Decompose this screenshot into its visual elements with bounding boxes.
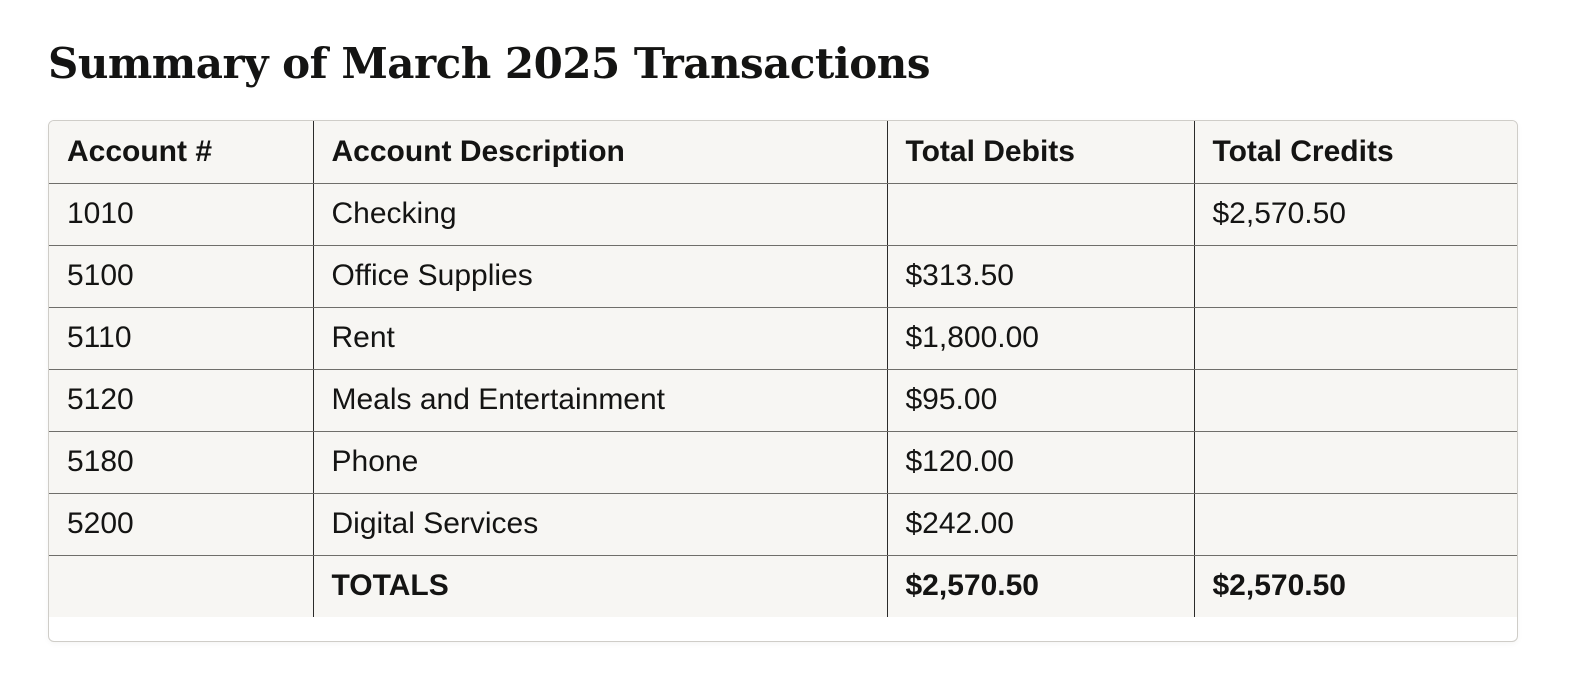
account-description-cell: Phone	[313, 431, 888, 494]
account-description-cell: Office Supplies	[313, 245, 888, 308]
totals-label: TOTALS	[313, 555, 888, 617]
table-header-row: Account # Account Description Total Debi…	[49, 121, 1517, 184]
credit-cell	[1194, 493, 1517, 556]
account-description-cell: Rent	[313, 307, 888, 370]
table-row: 5200 Digital Services $242.00	[49, 493, 1517, 556]
table-row: 5120 Meals and Entertainment $95.00	[49, 369, 1517, 432]
header-total-credits: Total Credits	[1194, 121, 1517, 184]
credit-cell	[1194, 245, 1517, 308]
account-number-cell: 5100	[49, 245, 314, 308]
credit-cell	[1194, 369, 1517, 432]
table-row: 5180 Phone $120.00	[49, 431, 1517, 494]
account-description-cell: Checking	[313, 183, 888, 246]
account-number-cell: 5180	[49, 431, 314, 494]
credit-cell	[1194, 307, 1517, 370]
total-credits-value: $2,570.50	[1212, 569, 1346, 603]
header-account-number: Account #	[49, 121, 314, 184]
account-description-cell: Digital Services	[313, 493, 888, 556]
table-row: 5110 Rent $1,800.00	[49, 307, 1517, 370]
account-number-cell: 1010	[49, 183, 314, 246]
account-number-cell: 5200	[49, 493, 314, 556]
account-description-cell: Meals and Entertainment	[313, 369, 888, 432]
transactions-table-card: Account # Account Description Total Debi…	[48, 120, 1518, 642]
table-row: 1010 Checking $2,570.50	[49, 183, 1517, 246]
header-account-description: Account Description	[313, 121, 888, 184]
transactions-table: Account # Account Description Total Debi…	[49, 121, 1517, 617]
debit-cell: $120.00	[887, 431, 1195, 494]
debit-cell: $313.50	[887, 245, 1195, 308]
account-number-cell: 5110	[49, 307, 314, 370]
header-total-debits: Total Debits	[887, 121, 1195, 184]
totals-account-cell	[49, 555, 314, 617]
credit-cell	[1194, 431, 1517, 494]
totals-row: TOTALS $2,570.50 $2,570.50	[49, 555, 1517, 617]
debit-cell: $1,800.00	[887, 307, 1195, 370]
page-title: Summary of March 2025 Transactions	[48, 39, 930, 88]
credit-cell: $2,570.50	[1194, 183, 1517, 246]
total-debits-value: $2,570.50	[887, 555, 1195, 617]
debit-cell	[887, 183, 1195, 246]
debit-cell: $95.00	[887, 369, 1195, 432]
account-number-cell: 5120	[49, 369, 314, 432]
debit-cell: $242.00	[887, 493, 1195, 556]
table-row: 5100 Office Supplies $313.50	[49, 245, 1517, 308]
